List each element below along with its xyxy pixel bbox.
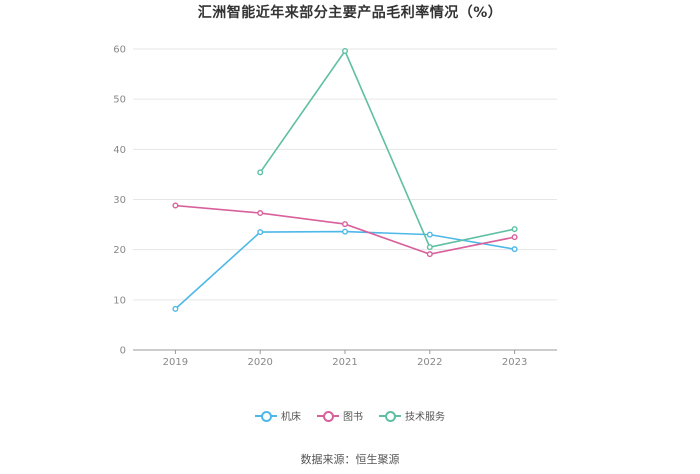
legend-label: 机床 [281, 412, 301, 423]
legend-item[interactable]: 机床 [255, 408, 301, 423]
data-point [257, 229, 264, 236]
legend-label: 技术服务 [405, 412, 445, 423]
data-point [342, 221, 349, 228]
series-line [259, 49, 515, 249]
legend-marker-icon [317, 410, 339, 422]
x-tick-label: 2022 [417, 357, 442, 368]
chart-legend: 机床 图书 技术服务 [0, 408, 700, 423]
legend-marker-icon [255, 410, 277, 422]
y-tick-label: 0 [120, 346, 126, 357]
data-point [257, 169, 264, 176]
y-tick-label: 20 [113, 245, 126, 256]
data-point [426, 244, 433, 251]
data-point [257, 210, 264, 217]
chart-title: 汇洲智能近年来部分主要产品毛利率情况（%） [197, 5, 503, 21]
x-tick-label: 2021 [332, 357, 357, 368]
data-point [426, 251, 433, 258]
legend-marker-icon [379, 410, 401, 422]
data-point [172, 305, 179, 312]
data-point [342, 48, 349, 55]
y-tick-label: 50 [113, 95, 126, 106]
legend-item[interactable]: 图书 [317, 408, 363, 423]
x-tick-label: 2023 [502, 357, 527, 368]
data-source: 数据来源：恒生聚源 [300, 453, 400, 466]
data-point [342, 228, 349, 235]
legend-item[interactable]: 技术服务 [379, 408, 445, 423]
x-tick-label: 2019 [163, 357, 188, 368]
data-point [172, 202, 179, 209]
data-point [511, 246, 518, 253]
x-tick-label: 2020 [247, 357, 272, 368]
data-point [511, 226, 518, 233]
y-tick-label: 10 [113, 295, 126, 306]
data-point [426, 231, 433, 238]
series-line [174, 230, 515, 310]
data-point [511, 234, 518, 241]
y-tick-label: 60 [113, 45, 126, 56]
y-tick-label: 30 [113, 195, 126, 206]
legend-label: 图书 [343, 412, 363, 423]
y-tick-label: 40 [113, 145, 126, 156]
